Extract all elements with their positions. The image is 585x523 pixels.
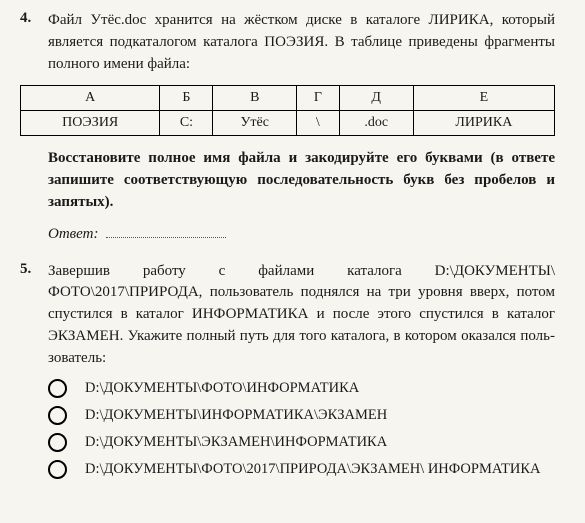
table-cell: \: [297, 111, 340, 136]
option-row: D:\ДОКУМЕНТЫ\ФОТО\2017\ПРИРОДА\ЭКЗАМЕН\ …: [48, 460, 555, 479]
option-text: D:\ДОКУМЕНТЫ\ЭКЗАМЕН\ИНФОРМАТИКА: [85, 433, 387, 452]
option-text: D:\ДОКУМЕНТЫ\ФОТО\ИНФОРМАТИКА: [85, 379, 359, 398]
table-cell: C:: [160, 111, 213, 136]
table-data-row: ПОЭЗИЯ C: Утёс \ .doc ЛИРИКА: [21, 111, 555, 136]
table-header-row: А Б В Г Д Е: [21, 86, 555, 111]
table-cell: .doc: [339, 111, 413, 136]
answer-label: Ответ:: [48, 226, 98, 242]
option-text: D:\ДОКУМЕНТЫ\ИНФОРМАТИКА\ЭКЗАМЕН: [85, 406, 387, 425]
question-4: 4. Файл Утёс.doc хранится на жёстком дис…: [20, 10, 555, 243]
question-5: 5. Завершив работу с файлами каталога D:…: [20, 261, 555, 480]
answer-blank[interactable]: [106, 226, 226, 238]
radio-button[interactable]: [48, 406, 67, 425]
question-5-number: 5.: [20, 261, 48, 278]
table-header-cell: Г: [297, 86, 340, 111]
option-row: D:\ДОКУМЕНТЫ\ФОТО\ИНФОРМАТИКА: [48, 379, 555, 398]
question-4-number: 4.: [20, 10, 48, 27]
question-5-text: Завершив работу с файлами каталога D:\ДО…: [48, 261, 555, 370]
question-4-header: 4. Файл Утёс.doc хранится на жёстком дис…: [20, 10, 555, 75]
option-row: D:\ДОКУМЕНТЫ\ЭКЗАМЕН\ИНФОРМАТИКА: [48, 433, 555, 452]
question-4-instruction: Восстановите полное имя файла и закодиру…: [48, 148, 555, 213]
question-5-options: D:\ДОКУМЕНТЫ\ФОТО\ИНФОРМАТИКА D:\ДОКУМЕН…: [48, 379, 555, 479]
question-4-text: Файл Утёс.doc хранится на жёстком диске …: [48, 10, 555, 75]
table-header-cell: В: [213, 86, 297, 111]
option-text: D:\ДОКУМЕНТЫ\ФОТО\2017\ПРИРОДА\ЭКЗАМЕН\ …: [85, 460, 541, 479]
table-cell: ЛИРИКА: [413, 111, 554, 136]
radio-button[interactable]: [48, 433, 67, 452]
table-header-cell: Д: [339, 86, 413, 111]
question-5-header: 5. Завершив работу с файлами каталога D:…: [20, 261, 555, 370]
table-header-cell: А: [21, 86, 160, 111]
option-row: D:\ДОКУМЕНТЫ\ИНФОРМАТИКА\ЭКЗАМЕН: [48, 406, 555, 425]
table-cell: ПОЭЗИЯ: [21, 111, 160, 136]
table-header-cell: Е: [413, 86, 554, 111]
table-cell: Утёс: [213, 111, 297, 136]
answer-line: Ответ:: [48, 226, 555, 243]
fragments-table: А Б В Г Д Е ПОЭЗИЯ C: Утёс \ .doc ЛИРИКА: [20, 85, 555, 136]
radio-button[interactable]: [48, 379, 67, 398]
table-header-cell: Б: [160, 86, 213, 111]
radio-button[interactable]: [48, 460, 67, 479]
